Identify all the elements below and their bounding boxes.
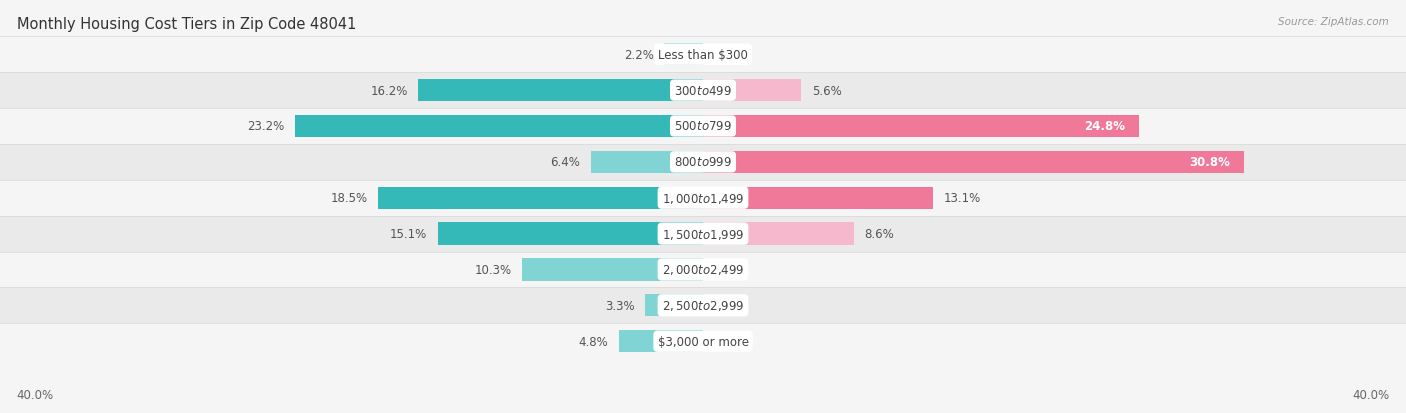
Bar bbox=[619, 330, 703, 353]
Text: Less than $300: Less than $300 bbox=[658, 49, 748, 62]
Bar bbox=[0, 288, 1406, 323]
Bar bbox=[522, 259, 703, 281]
Text: 15.1%: 15.1% bbox=[389, 228, 427, 240]
Bar bbox=[378, 187, 703, 209]
Bar bbox=[0, 180, 1406, 216]
Bar bbox=[703, 80, 801, 102]
Text: 40.0%: 40.0% bbox=[1353, 388, 1389, 401]
Text: 24.8%: 24.8% bbox=[1084, 120, 1125, 133]
Text: $1,000 to $1,499: $1,000 to $1,499 bbox=[662, 191, 744, 205]
Text: 18.5%: 18.5% bbox=[330, 192, 367, 205]
Text: $2,000 to $2,499: $2,000 to $2,499 bbox=[662, 263, 744, 277]
Text: 0.0%: 0.0% bbox=[713, 299, 744, 312]
Text: $3,000 or more: $3,000 or more bbox=[658, 335, 748, 348]
Text: 5.6%: 5.6% bbox=[813, 84, 842, 97]
Bar bbox=[0, 145, 1406, 180]
Bar bbox=[0, 109, 1406, 145]
Text: 13.1%: 13.1% bbox=[943, 192, 981, 205]
Bar bbox=[703, 223, 855, 245]
Bar bbox=[419, 80, 703, 102]
Text: 2.2%: 2.2% bbox=[624, 49, 654, 62]
Text: 40.0%: 40.0% bbox=[17, 388, 53, 401]
Text: Monthly Housing Cost Tiers in Zip Code 48041: Monthly Housing Cost Tiers in Zip Code 4… bbox=[17, 17, 356, 31]
Text: $500 to $799: $500 to $799 bbox=[673, 120, 733, 133]
Text: 8.6%: 8.6% bbox=[865, 228, 894, 240]
Text: 3.3%: 3.3% bbox=[605, 299, 634, 312]
Bar bbox=[0, 323, 1406, 359]
Text: 16.2%: 16.2% bbox=[370, 84, 408, 97]
Text: $2,500 to $2,999: $2,500 to $2,999 bbox=[662, 299, 744, 313]
Text: 0.0%: 0.0% bbox=[713, 263, 744, 276]
Text: $300 to $499: $300 to $499 bbox=[673, 84, 733, 97]
Text: 23.2%: 23.2% bbox=[247, 120, 285, 133]
Text: $800 to $999: $800 to $999 bbox=[673, 156, 733, 169]
Bar bbox=[703, 187, 934, 209]
Bar bbox=[665, 44, 703, 66]
Text: 10.3%: 10.3% bbox=[474, 263, 512, 276]
Bar bbox=[703, 116, 1139, 138]
Text: 6.4%: 6.4% bbox=[550, 156, 581, 169]
Bar bbox=[645, 294, 703, 317]
Bar bbox=[0, 37, 1406, 73]
Text: 4.8%: 4.8% bbox=[578, 335, 609, 348]
Text: 0.0%: 0.0% bbox=[713, 335, 744, 348]
Bar bbox=[437, 223, 703, 245]
Text: $1,500 to $1,999: $1,500 to $1,999 bbox=[662, 227, 744, 241]
Bar bbox=[0, 252, 1406, 288]
Text: 30.8%: 30.8% bbox=[1189, 156, 1230, 169]
Bar bbox=[295, 116, 703, 138]
Bar bbox=[0, 216, 1406, 252]
Text: Source: ZipAtlas.com: Source: ZipAtlas.com bbox=[1278, 17, 1389, 26]
Bar bbox=[703, 151, 1244, 173]
Bar bbox=[591, 151, 703, 173]
Bar bbox=[0, 73, 1406, 109]
Text: 0.0%: 0.0% bbox=[713, 49, 744, 62]
